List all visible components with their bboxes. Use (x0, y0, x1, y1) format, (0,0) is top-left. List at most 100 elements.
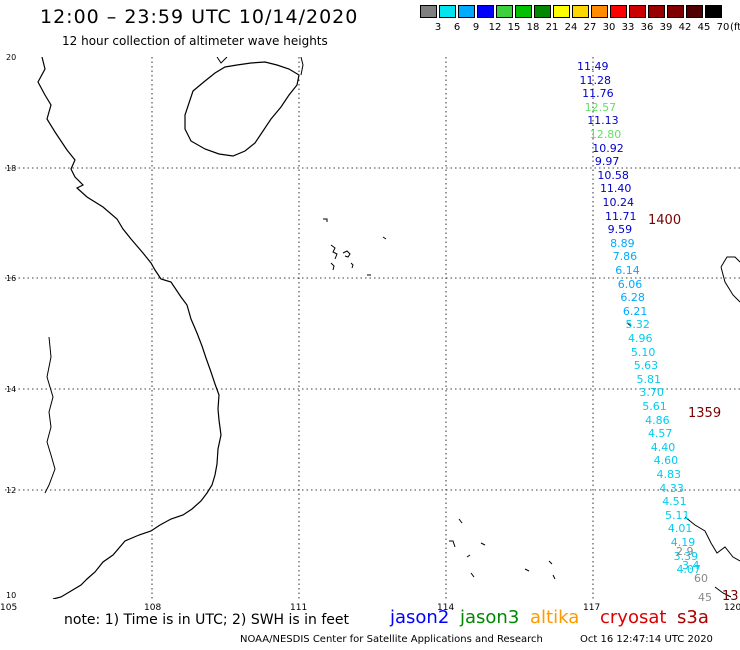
wave-height-label: 11.76 (582, 87, 614, 101)
chart-title: 12:00 – 23:59 UTC 10/14/2020 (40, 6, 359, 28)
scale-swatch (705, 5, 722, 18)
wave-height-label: 11.49 (577, 60, 609, 73)
x-tick-108: 108 (144, 603, 162, 613)
scale-swatch (439, 5, 456, 18)
wave-height-label: 5.61 (642, 400, 667, 413)
generated-timestamp: Oct 16 12:47:14 UTC 2020 (580, 634, 713, 645)
map-svg (5, 57, 740, 599)
wave-height-label: 5.81 (636, 372, 662, 386)
scale-swatch (686, 5, 703, 18)
scale-swatch (610, 5, 627, 18)
y-tick-10: 10 (6, 591, 17, 600)
pass-label: 1359 (688, 406, 722, 421)
scale-label: 9 (472, 22, 480, 33)
scale-label: 70 (716, 22, 730, 33)
wave-height-label: 4.60 (653, 454, 679, 468)
x-tick-105: 105 (0, 603, 18, 613)
scale-label: 6 (453, 22, 461, 33)
scale-label: 36 (640, 22, 654, 33)
wave-height-label: 4.86 (645, 413, 670, 427)
wave-height-label: 12.80 (589, 128, 622, 141)
x-tick-111: 111 (290, 603, 308, 613)
wave-height-label: 10.24 (602, 196, 635, 209)
scale-label: 12 (488, 22, 502, 33)
scale-label: 33 (621, 22, 635, 33)
satellite-legend-s3a: s3a (677, 607, 709, 628)
x-tick-117: 117 (583, 603, 601, 613)
scale-swatch (572, 5, 589, 18)
wave-height-label: 3.70 (639, 386, 664, 400)
wave-height-label: 4.01 (667, 522, 693, 536)
wave-height-label: 4.07 (676, 563, 701, 577)
wave-height-label: 4.96 (628, 332, 653, 345)
wave-height-label: 60 (694, 572, 708, 585)
scale-swatch (534, 5, 551, 18)
wave-height-label: 8.89 (610, 236, 635, 250)
hainan-island (184, 61, 300, 157)
x-tick-120: 120 (724, 603, 740, 613)
y-tick-18: 18 (6, 164, 17, 173)
satellite-legend-cryosat: cryosat (600, 607, 667, 628)
wave-height-label: 4.51 (662, 495, 687, 509)
wave-height-label: 9.59 (607, 223, 633, 237)
satellite-legend-jason3: jason3 (460, 607, 520, 628)
wave-height-label: 7.86 (612, 250, 638, 264)
scale-label: 21 (545, 22, 559, 33)
y-tick-12: 12 (6, 486, 17, 495)
scale-label: 24 (564, 22, 578, 33)
map-grid (5, 57, 740, 599)
satellite-legend-altika: altika (530, 607, 580, 628)
scale-swatch (629, 5, 646, 18)
scale-label: 15 (507, 22, 521, 33)
scale-swatch (458, 5, 475, 18)
wave-height-label: 3.4 (682, 559, 700, 572)
scale-swatch (477, 5, 494, 18)
wave-height-label: 4.19 (670, 536, 696, 549)
pass-label: 1400 (648, 213, 682, 228)
cambodia-lake-outline (44, 336, 56, 494)
leizhou-coast (216, 57, 304, 76)
wave-height-label: 4.57 (647, 427, 673, 441)
scale-swatch (591, 5, 608, 18)
paracel-islands (323, 218, 387, 276)
wave-height-label: 10.92 (592, 141, 624, 155)
satellite-legend-jason2: jason2 (390, 607, 450, 628)
credit-line: NOAA/NESDIS Center for Satellite Applica… (240, 634, 543, 645)
wave-height-label: 12.57 (584, 100, 617, 114)
scale-swatch (420, 5, 437, 18)
y-tick-16: 16 (6, 274, 17, 283)
scale-label: 42 (678, 22, 692, 33)
scale-swatch (553, 5, 570, 18)
wave-height-label: 3.39 (673, 549, 699, 563)
wave-height-label: 2.9 (676, 545, 694, 558)
wave-height-label: 4.33 (659, 481, 684, 495)
wave-height-label: 9.97 (594, 155, 620, 169)
wave-height-label: 11.40 (599, 182, 632, 196)
wave-height-label: 6.06 (617, 277, 643, 291)
wave-height-label: 4.83 (656, 468, 682, 481)
footer-note: note: 1) Time is in UTC; 2) SWH is in fe… (64, 612, 350, 628)
scale-unit: (ft) (730, 22, 740, 33)
y-tick-20: 20 (6, 53, 17, 62)
scale-label: 30 (602, 22, 616, 33)
wave-height-label: 5.63 (633, 359, 659, 373)
wave-height-label: 5.10 (630, 345, 656, 359)
scale-label: 45 (697, 22, 711, 33)
chart-subtitle: 12 hour collection of altimeter wave hei… (62, 34, 328, 48)
wave-height-label: 6.28 (620, 291, 645, 305)
scale-label: 27 (583, 22, 597, 33)
wave-height-label: 4.40 (650, 440, 676, 454)
spratly-islands (449, 322, 632, 580)
wave-height-label: 10.58 (597, 168, 629, 182)
wave-height-label: 45 (698, 591, 712, 604)
wave-height-label: 11.13 (587, 114, 619, 128)
pass-label: 13 (722, 589, 739, 604)
vietnam-coastline (37, 57, 222, 599)
wave-height-label: 6.14 (615, 264, 640, 277)
scale-label: 18 (526, 22, 540, 33)
x-tick-114: 114 (437, 603, 455, 613)
scale-swatch (515, 5, 532, 18)
philippines-coast (684, 256, 740, 598)
scale-swatch (648, 5, 665, 18)
map-panel (5, 57, 740, 599)
